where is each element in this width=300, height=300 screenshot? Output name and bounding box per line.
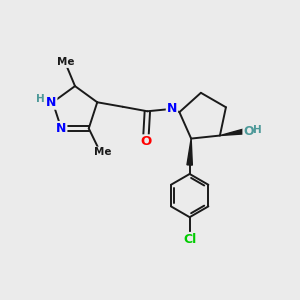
Polygon shape [187, 139, 192, 165]
Text: H: H [253, 125, 262, 135]
Text: Me: Me [94, 147, 111, 158]
Text: H: H [36, 94, 44, 104]
Text: N: N [46, 96, 56, 109]
Text: O: O [140, 135, 152, 148]
Text: N: N [56, 122, 66, 135]
Text: N: N [167, 102, 177, 116]
Text: Me: Me [57, 57, 75, 67]
Text: O: O [243, 124, 254, 138]
Text: Cl: Cl [183, 233, 196, 246]
Polygon shape [220, 128, 247, 136]
